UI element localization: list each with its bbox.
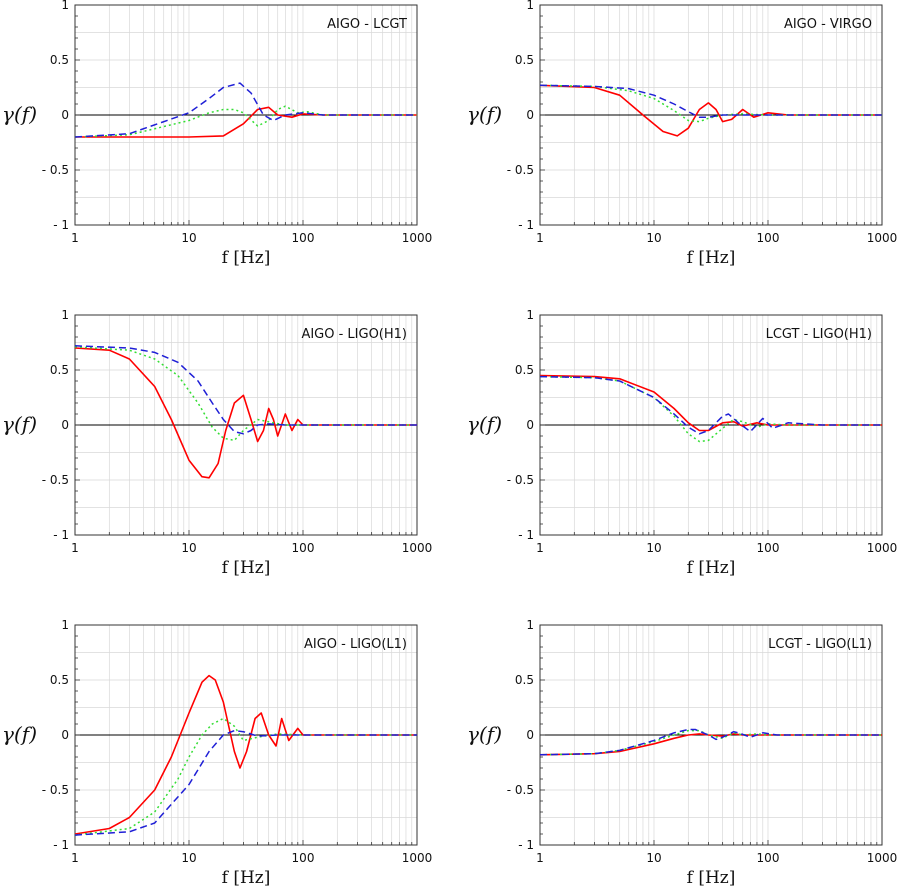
x-tick-label: 100 [292, 541, 315, 555]
y-tick-label: - 0.5 [42, 783, 69, 797]
y-axis-label: γ(f) [2, 102, 37, 126]
series-line-solid [540, 374, 882, 432]
y-tick-label: 1 [526, 0, 534, 12]
x-tick-label: 10 [646, 231, 661, 245]
series-line-solid [75, 347, 417, 479]
x-tick-label: 1000 [402, 541, 433, 555]
series-line-dashed [75, 345, 417, 435]
series-line-dashed [540, 375, 882, 435]
series-line-dashed [75, 729, 417, 836]
chart-panel: 1 10 100 1000 - 1 - 0.5 0 0.5 1 f [Hz] γ(f) AIGO - … [2, 308, 432, 578]
series-line-dotted [540, 375, 882, 443]
x-tick-label: 1000 [402, 231, 433, 245]
y-tick-label: - 1 [53, 528, 69, 542]
series-line-dotted [540, 729, 882, 756]
series-line-dotted [75, 346, 417, 442]
series-line-dotted [75, 717, 417, 836]
y-tick-label: 0.5 [50, 673, 69, 687]
chart-panel: 1 10 100 1000 - 1 - 0.5 0 0.5 1 f [Hz] γ(f) AIGO - … [2, 0, 432, 268]
y-tick-label: 0 [61, 108, 69, 122]
panel-title: AIGO - LIGO(H1) [301, 327, 407, 342]
y-tick-label: 0 [526, 418, 534, 432]
x-tick-label: 1000 [867, 541, 898, 555]
y-tick-label: - 0.5 [42, 163, 69, 177]
x-tick-label: 1 [71, 231, 79, 245]
series-line-dashed [540, 84, 882, 118]
y-tick-label: 0.5 [515, 363, 534, 377]
y-axis-label: γ(f) [467, 412, 502, 436]
series-line-dotted [540, 84, 882, 123]
panel-title: AIGO - VIRGO [784, 17, 872, 32]
x-tick-label: 100 [292, 851, 315, 865]
x-tick-label: 100 [757, 541, 780, 555]
y-tick-label: 1 [526, 618, 534, 632]
x-tick-label: 1000 [867, 231, 898, 245]
y-tick-label: - 1 [518, 838, 534, 852]
x-axis-label: f [Hz] [687, 248, 736, 268]
y-tick-label: 0 [61, 728, 69, 742]
panel-title: AIGO - LCGT [327, 17, 407, 32]
x-tick-label: 100 [757, 231, 780, 245]
x-axis-label: f [Hz] [222, 558, 271, 578]
series-line-solid [75, 106, 417, 138]
series-line-dashed [540, 728, 882, 756]
x-axis-label: f [Hz] [687, 868, 736, 887]
x-axis-label: f [Hz] [222, 248, 271, 268]
x-tick-label: 1000 [402, 851, 433, 865]
x-tick-label: 1 [536, 851, 544, 865]
y-tick-label: - 0.5 [42, 473, 69, 487]
x-tick-label: 1 [71, 851, 79, 865]
y-tick-label: - 0.5 [507, 473, 534, 487]
y-axis-label: γ(f) [2, 722, 37, 746]
series-line-solid [540, 84, 882, 137]
series-line-solid [75, 674, 417, 835]
x-tick-label: 10 [646, 541, 661, 555]
panel-title: LCGT - LIGO(H1) [766, 327, 872, 342]
y-tick-label: - 1 [518, 528, 534, 542]
panel-title: AIGO - LIGO(L1) [304, 637, 407, 652]
x-tick-label: 1 [71, 541, 79, 555]
x-tick-label: 1 [536, 231, 544, 245]
y-tick-label: - 1 [53, 838, 69, 852]
y-tick-label: 0 [61, 418, 69, 432]
y-axis-label: γ(f) [2, 412, 37, 436]
x-tick-label: 1 [536, 541, 544, 555]
x-tick-label: 1000 [867, 851, 898, 865]
y-tick-label: 1 [526, 308, 534, 322]
y-tick-label: 0.5 [50, 53, 69, 67]
y-tick-label: - 1 [518, 218, 534, 232]
y-axis-label: γ(f) [467, 722, 502, 746]
y-tick-label: 1 [61, 618, 69, 632]
chart-panel: 1 10 100 1000 - 1 - 0.5 0 0.5 1 f [Hz] γ(f) AIGO - … [2, 618, 432, 887]
x-tick-label: 10 [181, 541, 196, 555]
series-line-dotted [75, 105, 417, 138]
y-axis-label: γ(f) [467, 102, 502, 126]
chart-panel: 1 10 100 1000 - 1 - 0.5 0 0.5 1 f [Hz] γ(f) AIGO - … [467, 0, 897, 268]
y-tick-label: - 0.5 [507, 163, 534, 177]
y-tick-label: 0 [526, 728, 534, 742]
y-tick-label: 0 [526, 108, 534, 122]
y-tick-label: - 0.5 [507, 783, 534, 797]
x-tick-label: 100 [292, 231, 315, 245]
x-tick-label: 10 [646, 851, 661, 865]
y-tick-label: 1 [61, 0, 69, 12]
y-tick-label: 0.5 [515, 673, 534, 687]
y-tick-label: 1 [61, 308, 69, 322]
x-tick-label: 10 [181, 851, 196, 865]
series-line-dashed [75, 82, 417, 138]
x-axis-label: f [Hz] [222, 868, 271, 887]
chart-panel: 1 10 100 1000 - 1 - 0.5 0 0.5 1 f [Hz] γ(f) LCGT - … [467, 308, 897, 578]
chart-panel: 1 10 100 1000 - 1 - 0.5 0 0.5 1 f [Hz] γ(f) LCGT - … [467, 618, 897, 887]
panel-title: LCGT - LIGO(L1) [768, 637, 872, 652]
x-axis-label: f [Hz] [687, 558, 736, 578]
y-tick-label: - 1 [53, 218, 69, 232]
x-tick-label: 100 [757, 851, 780, 865]
x-tick-label: 10 [181, 231, 196, 245]
y-tick-label: 0.5 [515, 53, 534, 67]
y-tick-label: 0.5 [50, 363, 69, 377]
